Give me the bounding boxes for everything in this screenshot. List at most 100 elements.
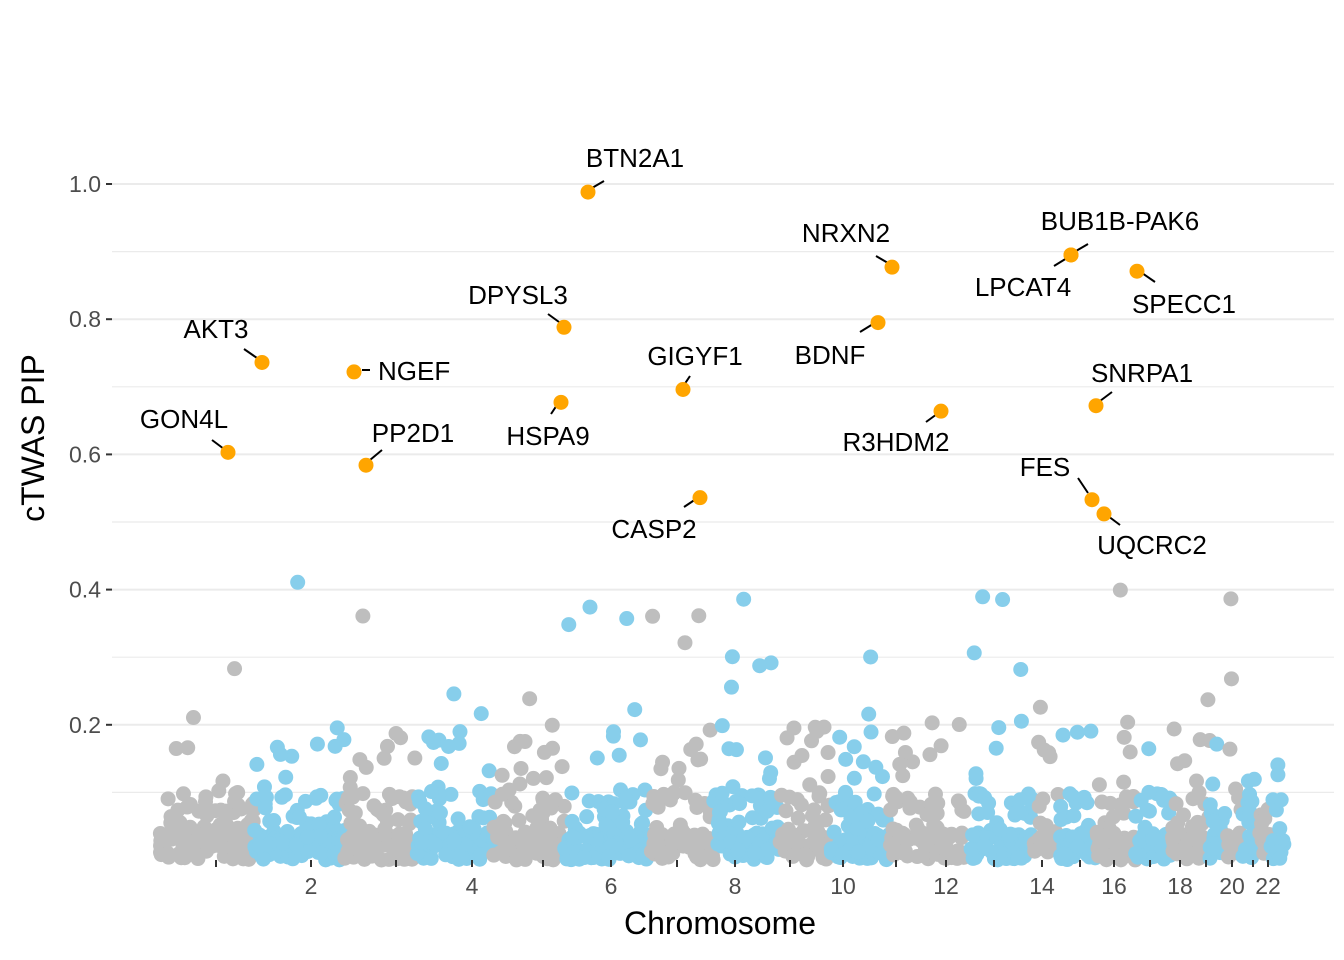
gene-point xyxy=(433,756,449,772)
grid-lines xyxy=(112,183,1334,794)
gene-point xyxy=(175,786,191,802)
gene-point xyxy=(731,842,747,858)
gene-point xyxy=(564,813,580,829)
gene-point xyxy=(509,848,525,864)
x-axis-title: Chromosome xyxy=(624,905,816,941)
gene-point xyxy=(561,617,577,633)
gene-point xyxy=(1113,852,1129,868)
gene-point xyxy=(376,750,392,766)
gene-point xyxy=(1177,753,1193,769)
gene-point xyxy=(895,768,911,784)
label-connector xyxy=(211,439,225,450)
gene-point xyxy=(1191,850,1207,866)
gene-point xyxy=(835,847,851,863)
gene-point xyxy=(299,829,315,845)
gene-point xyxy=(1010,850,1026,866)
gene-point xyxy=(1032,815,1048,831)
gene-point xyxy=(581,793,597,809)
gene-point xyxy=(826,824,842,840)
gene-point xyxy=(794,748,810,764)
gene-point xyxy=(446,686,462,702)
gene-point xyxy=(227,661,243,677)
gene-point xyxy=(538,770,554,786)
gene-points xyxy=(152,574,1292,868)
gene-point xyxy=(712,818,728,834)
gene-point xyxy=(277,787,293,803)
gene-point xyxy=(1062,786,1078,802)
gene-label: PP2D1 xyxy=(372,418,454,448)
gene-point xyxy=(723,679,739,695)
gene-point xyxy=(398,794,414,810)
gene-point xyxy=(868,759,884,775)
gene-point xyxy=(1055,727,1071,743)
gene-point xyxy=(883,802,899,818)
gene-point xyxy=(778,803,794,819)
gene-point xyxy=(804,823,820,839)
gene-point xyxy=(714,718,730,734)
gene-point xyxy=(992,821,1008,837)
gene-point xyxy=(414,835,430,851)
gene-point xyxy=(820,745,836,761)
gene-point xyxy=(589,750,605,766)
highlighted-point xyxy=(254,354,270,370)
gene-point xyxy=(337,850,353,866)
gene-point xyxy=(816,719,832,735)
y-tick-label: 0.4 xyxy=(69,577,101,603)
gene-point xyxy=(275,835,291,851)
gene-point xyxy=(355,608,371,624)
gene-point xyxy=(632,732,648,748)
x-tick-label: 10 xyxy=(830,873,856,899)
gene-point xyxy=(1132,833,1148,849)
gene-point xyxy=(968,766,984,782)
gene-point xyxy=(806,802,822,818)
gene-point xyxy=(736,591,752,607)
label-connector xyxy=(1075,243,1089,252)
gene-point xyxy=(627,702,643,718)
gene-point xyxy=(892,756,908,772)
label-connector xyxy=(369,449,383,461)
gene-point xyxy=(450,811,466,827)
gene-point xyxy=(1192,732,1208,748)
gene-point xyxy=(721,741,737,757)
gene-point xyxy=(341,802,357,818)
y-tick-label: 0.2 xyxy=(69,712,101,738)
gene-point xyxy=(1120,714,1136,730)
gene-point xyxy=(724,649,740,665)
gene-point xyxy=(763,765,779,781)
gene-point xyxy=(554,759,570,775)
gene-point xyxy=(578,828,594,844)
gene-point xyxy=(522,691,538,707)
gene-point xyxy=(1166,721,1182,737)
highlighted-point xyxy=(675,382,691,398)
gene-point xyxy=(1270,767,1286,783)
gene-label: CASP2 xyxy=(611,514,696,544)
gene-point xyxy=(1205,813,1221,829)
gene-point xyxy=(888,789,904,805)
gene-point xyxy=(473,847,489,863)
gene-point xyxy=(343,829,359,845)
gene-point xyxy=(633,816,649,832)
gene-point xyxy=(227,793,243,809)
gene-point xyxy=(861,706,877,722)
gene-label: NGEF xyxy=(378,356,450,386)
gene-point xyxy=(1013,661,1029,677)
gene-point xyxy=(1189,773,1205,789)
gene-point xyxy=(424,784,440,800)
x-tick-label: 14 xyxy=(1029,873,1055,899)
gene-point xyxy=(1042,749,1058,765)
gene-point xyxy=(1091,777,1107,793)
gene-point xyxy=(517,734,533,750)
highlighted-point xyxy=(1084,492,1100,508)
gene-point xyxy=(712,804,728,820)
gene-point xyxy=(379,738,395,754)
gene-label: SNRPA1 xyxy=(1091,358,1193,388)
gene-point xyxy=(547,792,563,808)
gene-point xyxy=(218,816,234,832)
y-tick-label: 0.6 xyxy=(69,441,101,467)
gene-point xyxy=(381,786,397,802)
gene-point xyxy=(1102,795,1118,811)
gene-point xyxy=(866,786,882,802)
gene-point xyxy=(695,826,711,842)
gene-point xyxy=(256,779,272,795)
